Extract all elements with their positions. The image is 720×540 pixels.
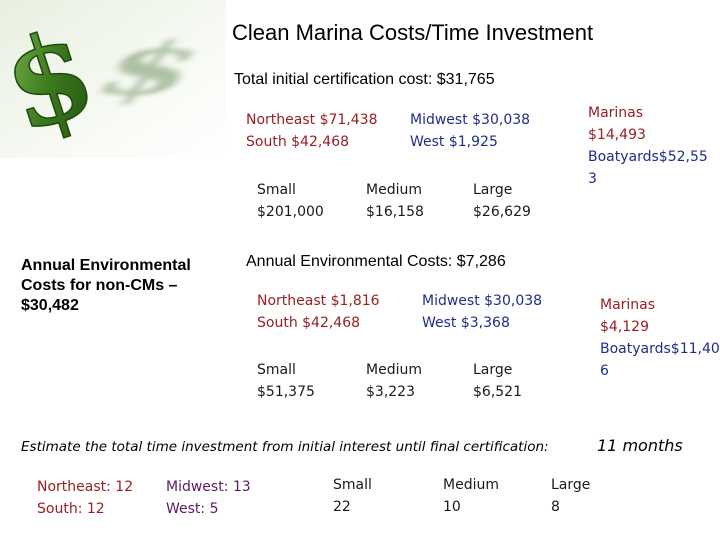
initial-south: South $42,468 (246, 134, 350, 150)
initial-boatyards: Boatyards$52,55 3 (588, 149, 708, 187)
initial-large-value: $26,629 (473, 204, 531, 220)
time-answer: 11 months (597, 436, 683, 455)
time-large-label: Large (551, 477, 591, 493)
annual-large-label: Large (473, 362, 513, 378)
initial-cost-heading: Total initial certification cost: $31,76… (234, 71, 495, 88)
annual-noncm-costs: Annual Environmental Costs for non-CMs –… (21, 257, 191, 314)
annual-midwest: Midwest $30,038 (422, 293, 543, 309)
annual-medium-value: $3,223 (366, 384, 415, 400)
initial-large-label: Large (473, 182, 513, 198)
initial-midwest: Midwest $30,038 (410, 112, 531, 128)
initial-medium-value: $16,158 (366, 204, 424, 220)
annual-small-label: Small (257, 362, 296, 378)
initial-west: West $1,925 (410, 134, 498, 150)
initial-northeast: Northeast $71,438 (246, 112, 378, 128)
time-large-value: 8 (551, 499, 560, 515)
dollar-sign-graphic: $ $ (0, 0, 226, 158)
time-medium-label: Medium (443, 477, 499, 493)
time-midwest: Midwest: 13 (166, 479, 251, 495)
time-small-value: 22 (333, 499, 351, 515)
time-northeast: Northeast: 12 (37, 479, 134, 495)
initial-marinas: Marinas $14,493 (588, 105, 646, 143)
annual-marinas: Marinas $4,129 (600, 297, 656, 335)
initial-small-label: Small (257, 182, 296, 198)
annual-small-value: $51,375 (257, 384, 315, 400)
time-small-label: Small (333, 477, 372, 493)
annual-west: West $3,368 (422, 315, 510, 331)
annual-south: South $42,468 (257, 315, 361, 331)
annual-boatyards: Boatyards$11,40 6 (600, 341, 720, 379)
annual-cost-heading: Annual Environmental Costs: $7,286 (246, 253, 506, 270)
annual-northeast: Northeast $1,816 (257, 293, 380, 309)
initial-small-value: $201,000 (257, 204, 324, 220)
annual-medium-label: Medium (366, 362, 422, 378)
time-south: South: 12 (37, 501, 105, 517)
time-medium-value: 10 (443, 499, 461, 515)
annual-large-value: $6,521 (473, 384, 522, 400)
time-west: West: 5 (166, 501, 219, 517)
page-title: Clean Marina Costs/Time Investment (232, 20, 594, 45)
initial-medium-label: Medium (366, 182, 422, 198)
time-question: Estimate the total time investment from … (21, 439, 549, 455)
